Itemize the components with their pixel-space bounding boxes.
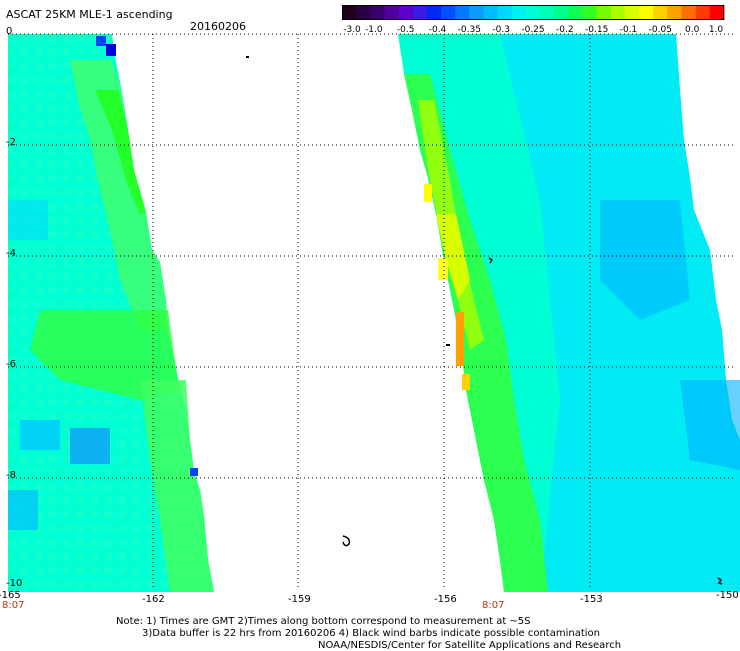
colorbar-swatch <box>384 5 400 20</box>
colorbar-swatch <box>469 5 484 20</box>
wind-barbs <box>246 56 723 585</box>
map-title: ASCAT 25KM MLE-1 ascending <box>6 8 173 21</box>
colorbar-swatch <box>695 5 711 20</box>
colorbar-swatch <box>455 5 470 20</box>
colorbar-swatch <box>582 5 598 20</box>
lat-tick-6: -6 <box>6 359 16 370</box>
colorbar-swatch <box>370 5 385 20</box>
colorbar-swatch <box>511 5 527 20</box>
left-swath <box>8 34 214 592</box>
colorbar-labels: -3.0 -1.0 -0.5 -0.4 -0.35 -0.3 -0.25 -0.2 -0.15 -… <box>343 25 723 35</box>
colorbar-label: -0.25 <box>521 25 544 35</box>
lat-tick-4: -4 <box>6 248 16 259</box>
colorbar-swatch <box>596 5 612 20</box>
orbit-time-right: 8:07 <box>482 600 505 611</box>
lat-tick-10: -10 <box>6 578 23 589</box>
colorbar-swatch <box>412 5 428 20</box>
colorbar-swatch <box>398 5 414 20</box>
lon-tick-165: -165 <box>0 590 21 601</box>
colorbar-swatch <box>709 5 725 20</box>
colorbar-swatch <box>639 5 654 20</box>
colorbar-label: -0.1 <box>620 25 638 35</box>
colorbar-swatch <box>525 5 541 20</box>
colorbar-swatch <box>497 5 513 20</box>
colorbar-label: -0.2 <box>556 25 574 35</box>
colorbar-label: -0.5 <box>397 25 415 35</box>
colorbar-label: -0.3 <box>492 25 510 35</box>
right-swath <box>398 34 740 592</box>
colorbar-label: -0.05 <box>649 25 672 35</box>
colorbar-label: 1.0 <box>709 25 724 35</box>
lon-tick-153: -153 <box>580 594 603 605</box>
colorbar-swatch <box>342 5 357 20</box>
colorbar-label: -0.15 <box>585 25 608 35</box>
colorbar-swatch <box>483 5 499 20</box>
colorbar: -3.0 -1.0 -0.5 -0.4 -0.35 -0.3 -0.25 -0.2 -0.15 -… <box>342 5 725 35</box>
colorbar-label: -0.35 <box>458 25 481 35</box>
colorbar-swatch <box>681 5 697 20</box>
map-date: 20160206 <box>190 20 246 33</box>
note-line-1: Note: 1) Times are GMT 2)Times along bot… <box>116 616 531 627</box>
note-line-3: NOAA/NESDIS/Center for Satellite Applica… <box>318 640 622 651</box>
lat-tick-2: -2 <box>6 137 16 148</box>
lon-tick-150: -150 <box>716 590 739 601</box>
colorbar-swatch <box>610 5 626 20</box>
orbit-time-left: 8:07 <box>2 600 25 611</box>
colorbar-swatch <box>568 5 584 20</box>
colorbar-swatch <box>356 5 371 20</box>
colorbar-outline <box>342 5 724 20</box>
colorbar-label: -3.0 <box>343 25 361 35</box>
grid-lines <box>8 33 736 590</box>
lon-tick-156: -156 <box>434 594 457 605</box>
colorbar-swatch <box>624 5 640 20</box>
colorbar-swatches <box>342 5 725 20</box>
lat-tick-8: -8 <box>6 470 16 481</box>
colorbar-label: -0.4 <box>429 25 447 35</box>
colorbar-swatch <box>426 5 442 20</box>
lon-tick-159: -159 <box>288 594 311 605</box>
colorbar-swatch <box>441 5 456 20</box>
colorbar-swatch <box>540 5 555 20</box>
colorbar-label: 0.0 <box>685 25 700 35</box>
lon-tick-162: -162 <box>142 594 165 605</box>
colorbar-swatch <box>653 5 668 20</box>
colorbar-label: -1.0 <box>365 25 383 35</box>
lat-tick-0: 0 <box>6 26 13 37</box>
colorbar-swatch <box>667 5 683 20</box>
note-line-2: 3)Data buffer is 22 hrs from 20160206 4)… <box>142 628 600 639</box>
colorbar-swatch <box>554 5 569 20</box>
